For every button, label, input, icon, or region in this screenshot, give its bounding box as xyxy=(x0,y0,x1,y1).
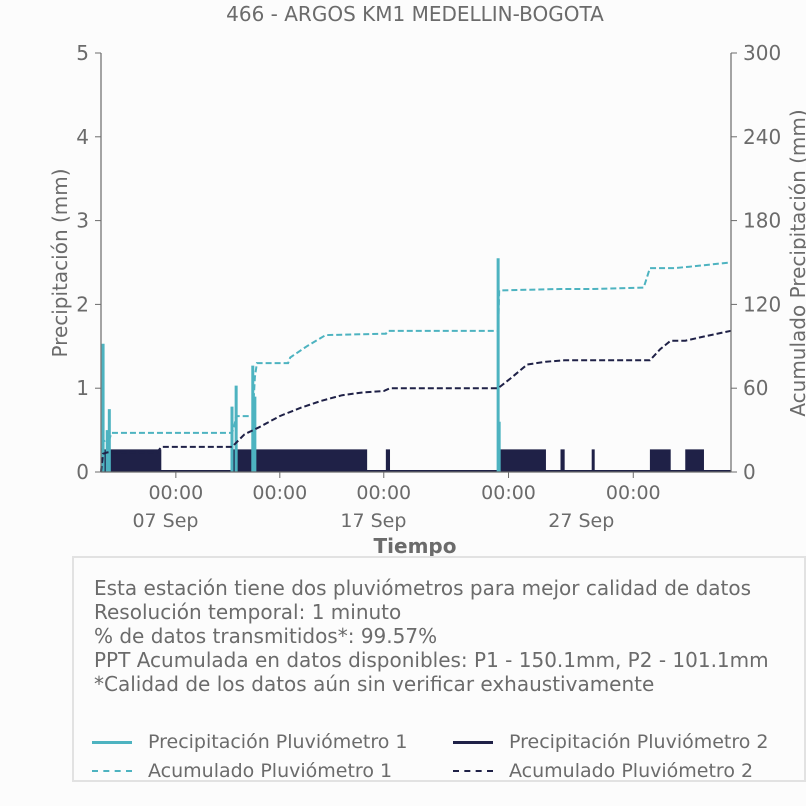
info-line: Esta estación tiene dos pluviómetros par… xyxy=(94,576,752,600)
legend-item-acum-p2: Acumulado Pluviómetro 2 xyxy=(453,759,793,783)
p2-precip-block xyxy=(231,449,368,472)
y2-tick-label: 120 xyxy=(743,292,781,316)
y-tick-label: 1 xyxy=(76,376,89,400)
x-tick-label-time: 00:00 xyxy=(148,482,203,504)
info-line: *Calidad de los datos aún sin verificar … xyxy=(94,672,655,696)
p2-precip-block xyxy=(385,449,391,472)
legend-swatch-acum-p1 xyxy=(92,770,132,772)
p2-precip-block xyxy=(649,449,671,472)
y2-tick-label: 180 xyxy=(743,209,781,233)
plot-area xyxy=(100,258,732,473)
y2-tick-label: 0 xyxy=(743,460,756,484)
y-tick-label: 3 xyxy=(76,209,89,233)
p2-precip-block xyxy=(103,449,162,472)
legend-swatch-acum-p2 xyxy=(453,770,493,772)
legend-swatch-p2 xyxy=(453,741,493,744)
legend-label: Acumulado Pluviómetro 1 xyxy=(148,760,393,782)
legend-label: Precipitación Pluviómetro 1 xyxy=(148,731,408,753)
acum-p1-line xyxy=(100,261,732,473)
p2-precip-block xyxy=(591,449,595,472)
p2-precip-block xyxy=(685,449,704,472)
chart-canvas: 466 - ARGOS KM1 MEDELLIN-BOGOTA 0 1 2 3 4 5 0 6… xyxy=(48,2,806,558)
info-line: % de datos transmitidos*: 99.57% xyxy=(94,624,438,648)
legend-item-p1: Precipitación Pluviómetro 1 xyxy=(92,730,432,754)
y2-axis-label: Acumulado Precipitación (mm) xyxy=(786,109,806,416)
legend-label: Acumulado Pluviómetro 2 xyxy=(509,760,754,782)
legend-label: Precipitación Pluviómetro 2 xyxy=(509,731,769,753)
p2-precip-block xyxy=(498,449,546,472)
y2-tick-label: 240 xyxy=(743,125,781,149)
legend-swatch-p1 xyxy=(92,741,132,744)
y-axis-label: Precipitación (mm) xyxy=(48,168,72,357)
y2-tick-label: 60 xyxy=(743,376,768,400)
x-tick-label-date: 07 Sep xyxy=(132,510,198,532)
y-tick-label: 0 xyxy=(76,460,89,484)
x-tick-label-time: 00:00 xyxy=(252,482,307,504)
y-tick-label: 5 xyxy=(76,41,89,65)
x-tick-label-date: 17 Sep xyxy=(340,510,406,532)
y2-tick-label: 300 xyxy=(743,41,781,65)
x-tick-label-time: 00:00 xyxy=(606,482,661,504)
chart-title: 466 - ARGOS KM1 MEDELLIN-BOGOTA xyxy=(226,2,604,26)
info-legend-box: Esta estación tiene dos pluviómetros par… xyxy=(72,556,806,782)
station-info: Esta estación tiene dos pluviómetros par… xyxy=(94,576,769,696)
x-tick-label-date: 27 Sep xyxy=(548,510,614,532)
acum-p2-line xyxy=(100,329,732,473)
x-axis-label: Tiempo xyxy=(374,534,457,558)
info-line: PPT Acumulada en datos disponibles: P1 -… xyxy=(94,648,769,672)
info-line: Resolución temporal: 1 minuto xyxy=(94,600,402,624)
legend-item-acum-p1: Acumulado Pluviómetro 1 xyxy=(92,759,432,783)
y-tick-label: 4 xyxy=(76,125,89,149)
axes: 0 1 2 3 4 5 0 60 120 180 240 300 00:00 00:00 00:00 00:0… xyxy=(76,41,781,532)
y-tick-label: 2 xyxy=(76,292,89,316)
x-tick-label-time: 00:00 xyxy=(481,482,536,504)
p2-precip-block xyxy=(560,449,565,472)
legend-item-p2: Precipitación Pluviómetro 2 xyxy=(453,730,793,754)
x-tick-label-time: 00:00 xyxy=(356,482,411,504)
